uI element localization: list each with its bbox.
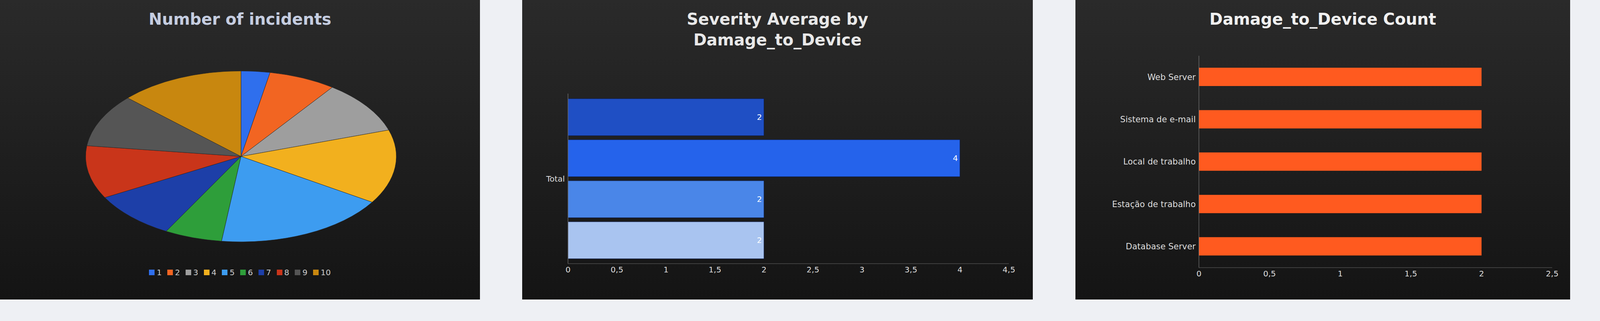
svg-text:1,5: 1,5 [708, 264, 722, 275]
html-text:5: 5 [229, 267, 235, 278]
svg-text:4,5: 4,5 [1002, 264, 1016, 275]
html-text:Number of incidents: Number of incidents [148, 9, 332, 29]
html-text:10: 10 [320, 267, 331, 278]
html-text:6: 6 [247, 267, 253, 278]
html-text:1: 1 [156, 267, 162, 278]
svg-text:Total: Total [545, 174, 565, 184]
svg-text:Database Server: Database Server [1125, 241, 1196, 252]
html-text:3: 3 [193, 267, 199, 278]
svg-text:Local de trabalho: Local de trabalho [1123, 156, 1196, 167]
svg-text:0: 0 [565, 264, 571, 275]
svg-text:0,5: 0,5 [610, 264, 624, 275]
html-text:4: 4 [211, 267, 217, 278]
svg-text:3: 3 [859, 264, 865, 275]
svg-text:3,5: 3,5 [904, 264, 918, 275]
html-text:7: 7 [266, 267, 272, 278]
svg-text:1,5: 1,5 [1404, 268, 1418, 279]
svg-text:4: 4 [952, 153, 958, 163]
svg-text:Web Server: Web Server [1147, 72, 1197, 83]
svg-text:0,5: 0,5 [1263, 268, 1276, 279]
svg-text:2,5: 2,5 [806, 264, 820, 275]
html-text:Damage_to_Device Count: Damage_to_Device Count [1209, 9, 1437, 29]
svg-text:Estação de trabalho: Estação de trabalho [1112, 199, 1196, 210]
svg-text:4: 4 [957, 264, 963, 275]
svg-text:Sistema de e-mail: Sistema de e-mail [1120, 114, 1196, 125]
svg-text:2: 2 [1478, 268, 1485, 279]
svg-text:1: 1 [1337, 268, 1343, 279]
html-text:Severity Average by Damage_to_: Severity Average by Damage_to_Device [686, 9, 869, 49]
html-text:8: 8 [284, 267, 290, 278]
html-text:2: 2 [174, 267, 180, 278]
svg-text:2: 2 [756, 235, 762, 245]
svg-text:2,5: 2,5 [1545, 268, 1559, 279]
svg-text:0: 0 [1196, 268, 1202, 279]
svg-text:1: 1 [663, 264, 669, 275]
svg-text:2: 2 [756, 112, 762, 122]
svg-text:2: 2 [761, 264, 767, 275]
svg-text:2: 2 [756, 194, 762, 204]
html-text:9: 9 [302, 267, 308, 278]
